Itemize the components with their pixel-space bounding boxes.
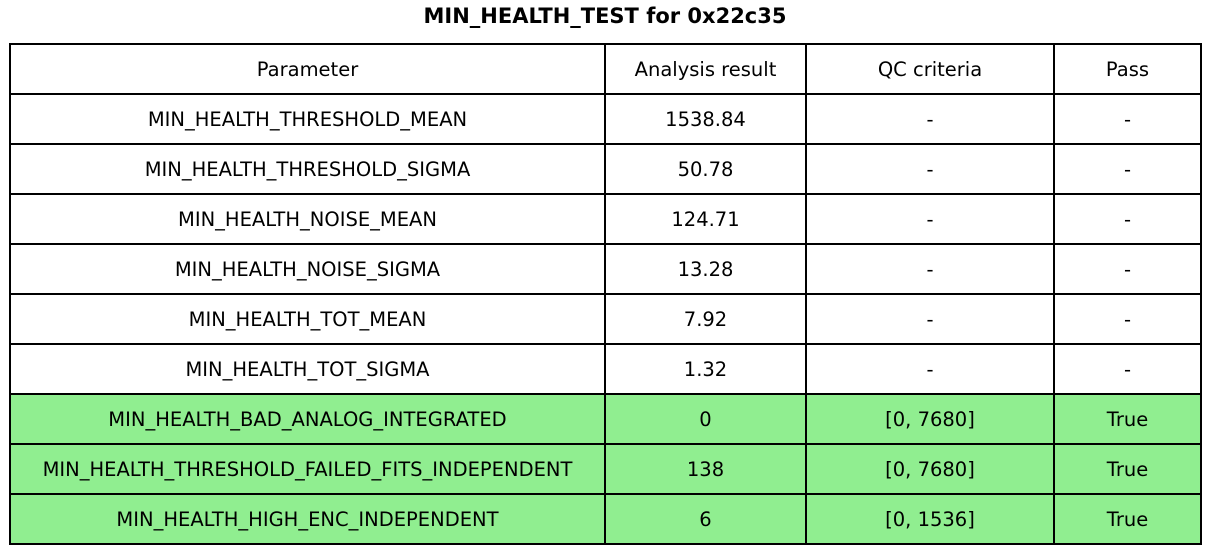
table-row: MIN_HEALTH_TOT_MEAN 7.92- - bbox=[9, 293, 1202, 345]
parameter-cell: MIN_HEALTH_TOT_MEAN bbox=[9, 293, 606, 345]
table-header: Parameter Analysis result QC criteria Pass bbox=[9, 43, 1202, 95]
qc-criteria-cell: [0, 7680] bbox=[805, 443, 1055, 495]
parameter-cell: MIN_HEALTH_THRESHOLD_MEAN bbox=[9, 93, 606, 145]
analysis-result-cell: 6 bbox=[604, 493, 807, 545]
qc-criteria-cell: - bbox=[805, 293, 1055, 345]
qc-criteria-cell: - bbox=[805, 143, 1055, 195]
qc-criteria-cell: - bbox=[805, 93, 1055, 145]
parameter-cell: MIN_HEALTH_THRESHOLD_FAILED_FITS_INDEPEN… bbox=[9, 443, 606, 495]
table-row: MIN_HEALTH_BAD_ANALOG_INTEGRATED 0 [0, 768… bbox=[9, 393, 1202, 445]
pass-cell: - bbox=[1053, 293, 1202, 345]
parameter-cell: MIN_HEALTH_BAD_ANALOG_INTEGRATED bbox=[9, 393, 606, 445]
pass-cell: - bbox=[1053, 93, 1202, 145]
column-header-analysis-result: Analysis result bbox=[604, 43, 807, 95]
table-row: MIN_HEALTH_NOISE_MEAN 124.71- - bbox=[9, 193, 1202, 245]
table-body: MIN_HEALTH_THRESHOLD_MEAN 1538.84- - MIN_HE… bbox=[9, 93, 1202, 545]
analysis-result-cell: 7.92 bbox=[604, 293, 807, 345]
pass-cell: - bbox=[1053, 193, 1202, 245]
table-row: MIN_HEALTH_NOISE_SIGMA 13.28- - bbox=[9, 243, 1202, 295]
qc-criteria-cell: - bbox=[805, 343, 1055, 395]
parameter-cell: MIN_HEALTH_THRESHOLD_SIGMA bbox=[9, 143, 606, 195]
pass-cell: True bbox=[1053, 493, 1202, 545]
column-header-pass: Pass bbox=[1053, 43, 1202, 95]
analysis-result-cell: 1538.84 bbox=[604, 93, 807, 145]
qc-criteria-cell: [0, 1536] bbox=[805, 493, 1055, 545]
pass-cell: - bbox=[1053, 143, 1202, 195]
parameter-cell: MIN_HEALTH_NOISE_SIGMA bbox=[9, 243, 606, 295]
qc-criteria-cell: - bbox=[805, 243, 1055, 295]
column-header-qc-criteria: QC criteria bbox=[805, 43, 1055, 95]
table-row: MIN_HEALTH_THRESHOLD_SIGMA 50.78- - bbox=[9, 143, 1202, 195]
table-row: MIN_HEALTH_THRESHOLD_MEAN 1538.84- - bbox=[9, 93, 1202, 145]
pass-cell: True bbox=[1053, 393, 1202, 445]
analysis-result-cell: 138 bbox=[604, 443, 807, 495]
parameter-cell: MIN_HEALTH_HIGH_ENC_INDEPENDENT bbox=[9, 493, 606, 545]
table-row: MIN_HEALTH_THRESHOLD_FAILED_FITS_INDEPEN… bbox=[9, 443, 1202, 495]
analysis-result-cell: 1.32 bbox=[604, 343, 807, 395]
pass-cell: True bbox=[1053, 443, 1202, 495]
analysis-result-cell: 0 bbox=[604, 393, 807, 445]
table-row: MIN_HEALTH_HIGH_ENC_INDEPENDENT 6 [0, 1536… bbox=[9, 493, 1202, 545]
header-row: Parameter Analysis result QC criteria Pass bbox=[9, 43, 1202, 95]
pass-cell: - bbox=[1053, 343, 1202, 395]
parameter-cell: MIN_HEALTH_NOISE_MEAN bbox=[9, 193, 606, 245]
pass-cell: - bbox=[1053, 243, 1202, 295]
analysis-result-cell: 13.28 bbox=[604, 243, 807, 295]
table-row: MIN_HEALTH_TOT_SIGMA 1.32- - bbox=[9, 343, 1202, 395]
qc-criteria-cell: [0, 7680] bbox=[805, 393, 1055, 445]
column-header-parameter: Parameter bbox=[9, 43, 606, 95]
parameter-cell: MIN_HEALTH_TOT_SIGMA bbox=[9, 343, 606, 395]
qc-results-table: Parameter Analysis result QC criteria Pass … bbox=[9, 43, 1202, 545]
analysis-result-cell: 50.78 bbox=[604, 143, 807, 195]
page-title: MIN_HEALTH_TEST for 0x22c35 bbox=[423, 4, 787, 28]
analysis-result-cell: 124.71 bbox=[604, 193, 807, 245]
qc-criteria-cell: - bbox=[805, 193, 1055, 245]
